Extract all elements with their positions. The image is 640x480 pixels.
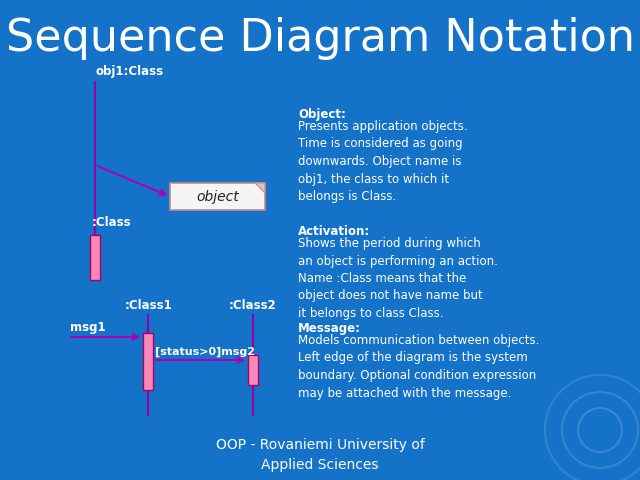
Text: Shows the period during which
an object is performing an action.
Name :Class mea: Shows the period during which an object … [298,237,498,320]
Text: Activation:: Activation: [298,225,371,238]
Text: :Class1: :Class1 [124,299,172,312]
FancyBboxPatch shape [90,235,100,280]
Polygon shape [255,183,265,193]
Text: msg1: msg1 [70,321,106,334]
FancyBboxPatch shape [170,183,265,210]
FancyBboxPatch shape [248,355,258,385]
Text: [status>0]msg2: [status>0]msg2 [155,347,255,357]
Text: Message:: Message: [298,322,361,335]
Text: object: object [196,190,239,204]
Text: Models communication between objects.
Left edge of the diagram is the system
bou: Models communication between objects. Le… [298,334,540,399]
Text: Presents application objects.
Time is considered as going
downwards. Object name: Presents application objects. Time is co… [298,120,468,203]
Text: Sequence Diagram Notation: Sequence Diagram Notation [6,16,634,60]
Text: obj1:Class: obj1:Class [95,65,163,78]
Text: OOP - Rovaniemi University of
Applied Sciences: OOP - Rovaniemi University of Applied Sc… [216,438,424,472]
Text: :Class2: :Class2 [229,299,277,312]
Text: Object:: Object: [298,108,346,121]
FancyBboxPatch shape [143,333,153,390]
Text: :Class: :Class [92,216,132,228]
